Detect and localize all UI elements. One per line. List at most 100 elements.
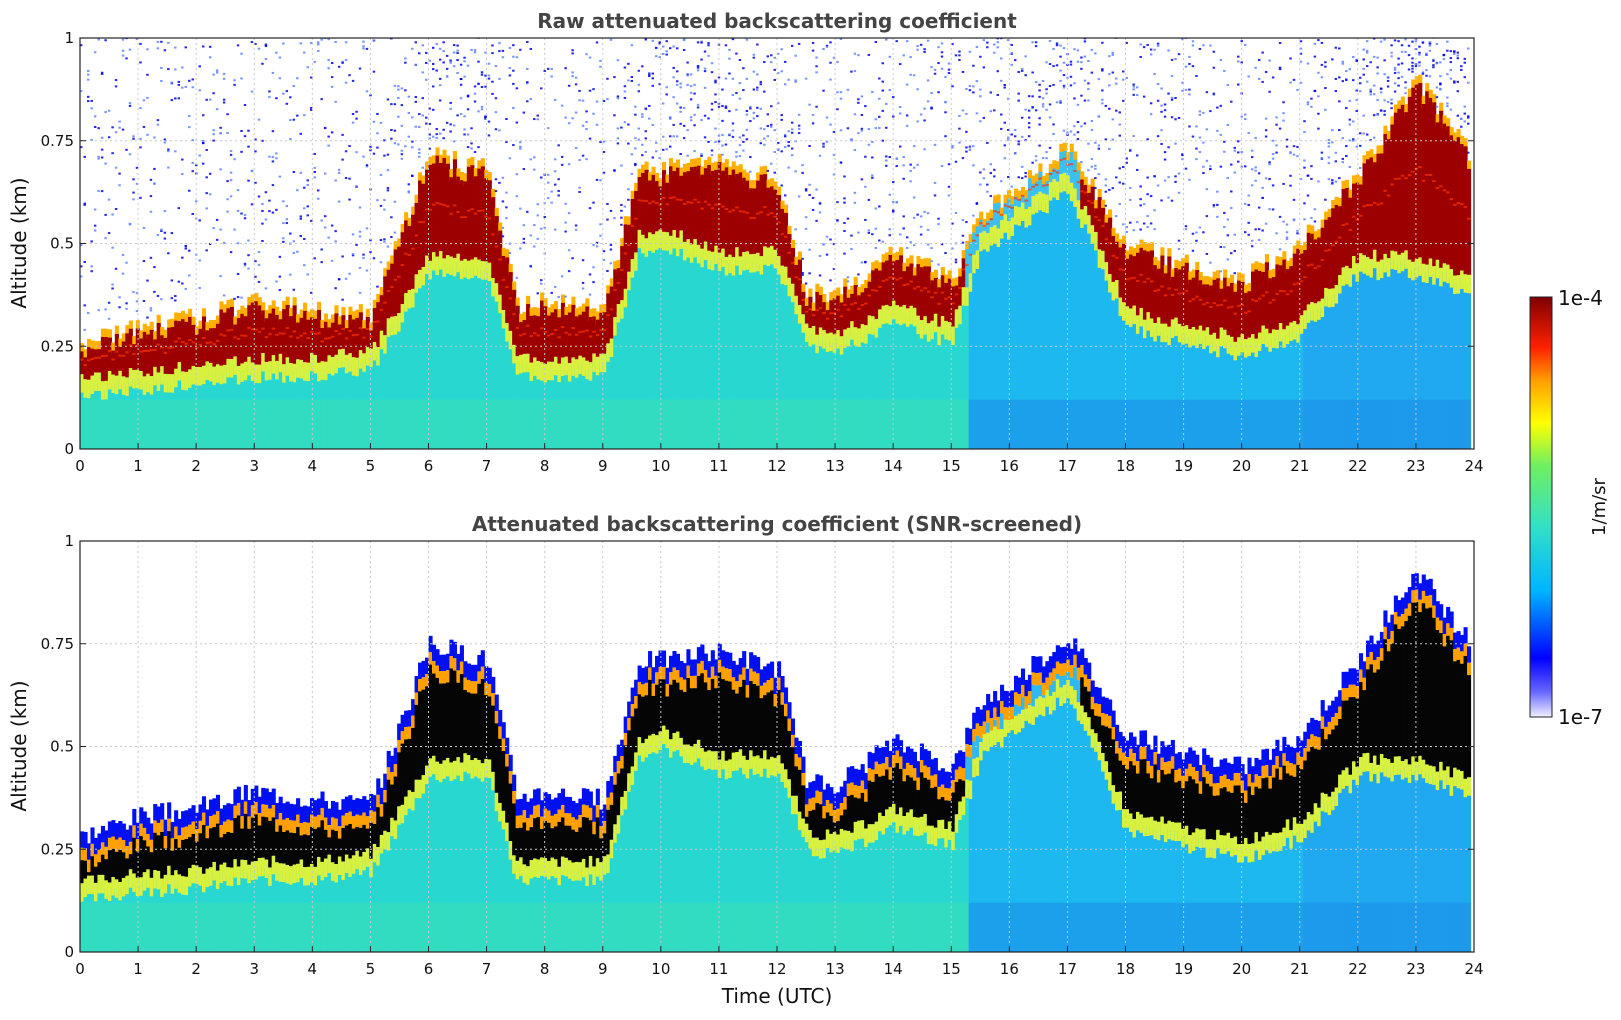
heatmap-column xyxy=(379,787,384,952)
heatmap-column xyxy=(445,54,451,449)
heatmap-column xyxy=(1446,606,1451,952)
heatmap-column xyxy=(421,660,426,952)
heatmap-column xyxy=(804,77,809,449)
heatmap-column xyxy=(323,38,329,449)
heatmap-column xyxy=(825,44,830,449)
heatmap-column xyxy=(752,655,757,952)
heatmap-column xyxy=(735,38,740,449)
heatmap-column xyxy=(550,799,555,952)
heatmap-column xyxy=(724,651,729,952)
heatmap-column xyxy=(777,661,782,952)
heatmap-column xyxy=(540,800,545,952)
heatmap-column xyxy=(111,126,116,449)
x-tick-label: 21 xyxy=(1290,457,1309,475)
heatmap-column xyxy=(107,109,112,449)
heatmap-column xyxy=(836,792,841,952)
x-tick-label: 12 xyxy=(767,960,786,978)
x-tick-label: 1 xyxy=(133,457,143,475)
heatmap-column xyxy=(574,803,579,952)
heatmap-column xyxy=(1087,662,1092,952)
heatmap-column xyxy=(710,62,715,449)
x-tick-label: 17 xyxy=(1058,960,1077,978)
heatmap-column xyxy=(1303,731,1308,952)
heatmap-column xyxy=(686,61,691,449)
heatmap-column xyxy=(1453,50,1458,449)
x-tick-label: 10 xyxy=(651,457,670,475)
heatmap-column xyxy=(1017,70,1022,449)
heatmap-column xyxy=(170,81,175,449)
heatmap-column xyxy=(944,771,949,952)
heatmap-column xyxy=(1303,120,1308,449)
heatmap-column xyxy=(947,62,952,449)
heatmap-column xyxy=(404,38,409,449)
heatmap-column xyxy=(543,792,548,952)
heatmap-column xyxy=(348,74,353,449)
heatmap-column xyxy=(1390,44,1395,449)
heatmap-column xyxy=(1386,76,1391,449)
heatmap-column xyxy=(327,808,332,952)
heatmap-column xyxy=(1080,56,1085,449)
heatmap-column xyxy=(219,126,224,449)
heatmap-column xyxy=(104,39,109,449)
heatmap-column xyxy=(233,789,238,952)
heatmap-column xyxy=(1268,59,1273,449)
heatmap-column xyxy=(229,804,234,952)
heatmap-column xyxy=(494,65,499,449)
heatmap-column xyxy=(114,823,119,952)
heatmap-column xyxy=(118,120,123,449)
panel-screened-x-label: Time (UTC) xyxy=(721,984,833,1008)
heatmap-column xyxy=(1111,51,1116,449)
heatmap-column xyxy=(536,114,541,449)
heatmap-column xyxy=(1041,79,1046,449)
heatmap-column xyxy=(411,699,416,952)
heatmap-column xyxy=(839,38,844,449)
heatmap-column xyxy=(1003,83,1008,449)
heatmap-column xyxy=(431,644,437,952)
heatmap-column xyxy=(1397,40,1402,449)
x-tick-label: 18 xyxy=(1116,457,1135,475)
heatmap-column xyxy=(191,805,196,952)
heatmap-column xyxy=(944,75,949,449)
heatmap-column xyxy=(397,723,402,952)
heatmap-column xyxy=(588,56,593,449)
heatmap-column xyxy=(836,60,841,449)
heatmap-column xyxy=(874,745,879,952)
heatmap-column xyxy=(139,807,144,952)
heatmap-column xyxy=(118,821,123,952)
heatmap-column xyxy=(1167,49,1172,449)
heatmap-column xyxy=(100,71,105,449)
heatmap-column xyxy=(425,657,430,952)
heatmap-column xyxy=(1219,58,1224,449)
heatmap-column xyxy=(930,759,935,952)
heatmap-column xyxy=(1243,43,1249,449)
heatmap-column xyxy=(1230,100,1235,449)
heatmap-column xyxy=(1282,736,1287,952)
heatmap-column xyxy=(1334,696,1339,952)
heatmap-column xyxy=(522,793,527,952)
heatmap-column xyxy=(588,791,593,952)
heatmap-column xyxy=(721,88,726,449)
heatmap-column xyxy=(686,649,691,952)
heatmap-column xyxy=(163,49,168,449)
heatmap-column xyxy=(1013,59,1019,449)
heatmap-column xyxy=(783,687,789,952)
heatmap-column xyxy=(1048,656,1053,952)
heatmap-column xyxy=(1296,736,1301,952)
heatmap-column xyxy=(546,794,552,952)
heatmap-column xyxy=(738,658,743,952)
heatmap-column xyxy=(205,809,210,952)
heatmap-column xyxy=(926,39,931,449)
heatmap-column xyxy=(1460,65,1465,449)
heatmap-column xyxy=(567,796,572,952)
x-tick-label: 18 xyxy=(1116,960,1135,978)
heatmap-column xyxy=(1348,68,1353,449)
heatmap-column xyxy=(1411,40,1416,449)
heatmap-column xyxy=(445,653,451,952)
heatmap-column xyxy=(97,833,102,952)
heatmap-column xyxy=(1118,111,1123,449)
heatmap-column xyxy=(278,56,283,449)
heatmap-column xyxy=(773,677,778,952)
heatmap-column xyxy=(655,655,660,952)
x-tick-label: 22 xyxy=(1348,457,1367,475)
heatmap-column xyxy=(553,797,559,952)
